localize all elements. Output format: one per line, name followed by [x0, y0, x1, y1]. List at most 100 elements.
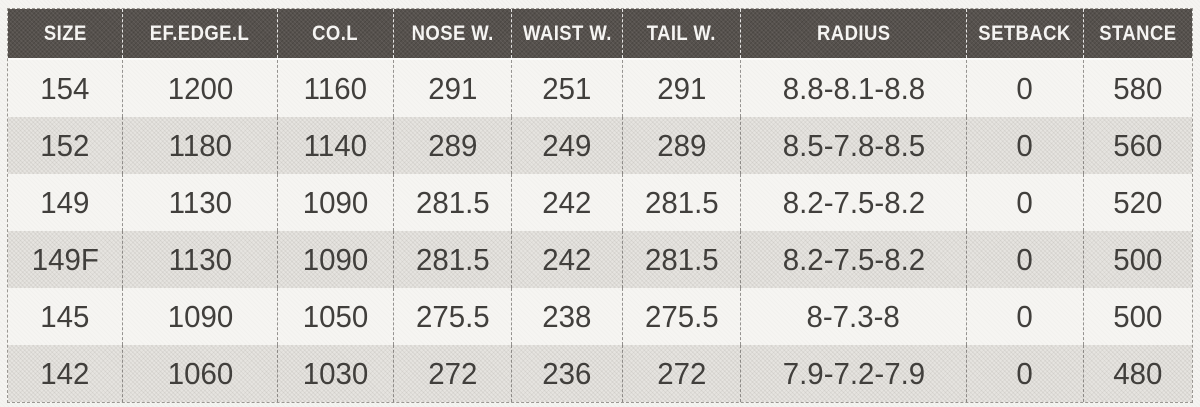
table-cell-value: 281.5: [415, 241, 490, 277]
table-cell-value: 281.5: [415, 184, 490, 220]
table-cell: 281.5: [622, 231, 740, 288]
table-cell: 236: [511, 345, 622, 402]
table-cell: 8.2-7.5-8.2: [740, 174, 966, 231]
table-cell: 281.5: [393, 174, 511, 231]
table-cell: 242: [511, 174, 622, 231]
table-cell: 149: [8, 174, 122, 231]
table-cell: 0: [966, 60, 1083, 117]
table-cell-value: 1090: [302, 241, 369, 277]
table-cell: 152: [8, 117, 122, 174]
table-cell-value: 500: [1113, 298, 1163, 334]
table-cell-value: 1200: [167, 70, 233, 106]
table-cell: 238: [511, 288, 622, 345]
table-cell: 580: [1083, 60, 1192, 117]
table-cell: 1090: [277, 231, 393, 288]
table-cell-value: 7.9-7.2-7.9: [782, 355, 925, 391]
column-header-label: NOSE W.: [411, 21, 494, 45]
table-cell-value: 8.8-8.1-8.8: [782, 70, 925, 106]
table-cell-value: 580: [1113, 70, 1163, 106]
table-cell: 500: [1083, 231, 1192, 288]
table-cell: 0: [966, 174, 1083, 231]
table-cell-value: 1060: [167, 355, 233, 391]
column-header-label: SETBACK: [978, 21, 1072, 45]
table-cell: 275.5: [393, 288, 511, 345]
column-header-stance: STANCE: [1083, 9, 1192, 58]
table-cell-value: 149F: [31, 241, 99, 277]
table-cell-value: 249: [542, 127, 592, 163]
table-cell: 0: [966, 117, 1083, 174]
table-cell-value: 1050: [302, 298, 369, 334]
table-cell-value: 560: [1113, 127, 1163, 163]
table-cell: 1050: [277, 288, 393, 345]
table-row: 142 1060 1030 272 236 272 7.9-7.2-7.9 0 480: [8, 345, 1192, 402]
table-cell: 560: [1083, 117, 1192, 174]
table-body: 154 1200 1160 291 251 291 8.8-8.1-8.8 0 580 152 11…: [8, 60, 1192, 402]
table-cell: 1130: [122, 174, 277, 231]
table-cell-value: 236: [542, 355, 592, 391]
table-cell: 1160: [277, 60, 393, 117]
table-cell: 7.9-7.2-7.9: [740, 345, 966, 402]
table-cell-value: 480: [1113, 355, 1163, 391]
table-cell: 0: [966, 231, 1083, 288]
table-cell-value: 152: [40, 127, 90, 163]
table-cell: 281.5: [393, 231, 511, 288]
table-cell-value: 242: [542, 241, 592, 277]
column-header-radius: RADIUS: [740, 9, 966, 58]
column-header-label: RADIUS: [816, 21, 891, 45]
table-cell-value: 8.2-7.5-8.2: [782, 184, 925, 220]
table-cell-value: 281.5: [644, 184, 719, 220]
table-cell-value: 1030: [302, 355, 369, 391]
table-cell: 272: [393, 345, 511, 402]
table-cell: 275.5: [622, 288, 740, 345]
column-header-label: CO.L: [312, 21, 359, 45]
table-cell: 145: [8, 288, 122, 345]
table-cell: 281.5: [622, 174, 740, 231]
table-cell-value: 0: [1016, 184, 1034, 220]
table-cell: 1090: [122, 288, 277, 345]
table-cell: 0: [966, 288, 1083, 345]
column-header-co-l: CO.L: [277, 9, 393, 58]
table-cell-value: 291: [427, 70, 478, 106]
table-cell-value: 142: [40, 355, 90, 391]
table-cell-value: 8.5-7.8-8.5: [782, 127, 925, 163]
table-cell: 8.5-7.8-8.5: [740, 117, 966, 174]
column-header-label: WAIST W.: [522, 21, 612, 45]
table-cell: 1130: [122, 231, 277, 288]
table-cell: 149F: [8, 231, 122, 288]
table-cell: 289: [393, 117, 511, 174]
column-header-label: SIZE: [43, 21, 87, 45]
column-header-tail-w: TAIL W.: [622, 9, 740, 58]
table-cell: 1060: [122, 345, 277, 402]
table-cell: 0: [966, 345, 1083, 402]
table-cell-value: 275.5: [644, 298, 719, 334]
column-header-waist-w: WAIST W.: [511, 9, 622, 58]
table-cell-value: 1090: [167, 298, 233, 334]
column-header-label: TAIL W.: [646, 21, 717, 45]
table-row: 149 1130 1090 281.5 242 281.5 8.2-7.5-8.2 0 520: [8, 174, 1192, 231]
table-cell: 291: [622, 60, 740, 117]
table-cell: 291: [393, 60, 511, 117]
table-cell-value: 1160: [303, 70, 368, 106]
table-cell-value: 8.2-7.5-8.2: [782, 241, 925, 277]
table-cell: 8-7.3-8: [740, 288, 966, 345]
table-cell-value: 500: [1113, 241, 1163, 277]
table-cell: 500: [1083, 288, 1192, 345]
table-cell-value: 154: [40, 70, 90, 106]
table-cell-value: 0: [1016, 241, 1034, 277]
table-cell-value: 0: [1016, 355, 1034, 391]
table-cell: 520: [1083, 174, 1192, 231]
table-cell-value: 149: [40, 184, 90, 220]
table-cell: 251: [511, 60, 622, 117]
table-row: 154 1200 1160 291 251 291 8.8-8.1-8.8 0 580: [8, 60, 1192, 117]
table-cell: 1180: [122, 117, 277, 174]
table-cell: 8.2-7.5-8.2: [740, 231, 966, 288]
table-header-row: SIZE EF.EDGE.L CO.L NOSE W. WAIST W. TAI…: [8, 9, 1192, 60]
table-cell-value: 281.5: [644, 241, 719, 277]
table-cell-value: 0: [1016, 70, 1034, 106]
table-cell: 289: [622, 117, 740, 174]
column-header-ef-edge-l: EF.EDGE.L: [122, 9, 277, 58]
table-cell: 142: [8, 345, 122, 402]
table-cell: 249: [511, 117, 622, 174]
table-row: 152 1180 1140 289 249 289 8.5-7.8-8.5 0 560: [8, 117, 1192, 174]
